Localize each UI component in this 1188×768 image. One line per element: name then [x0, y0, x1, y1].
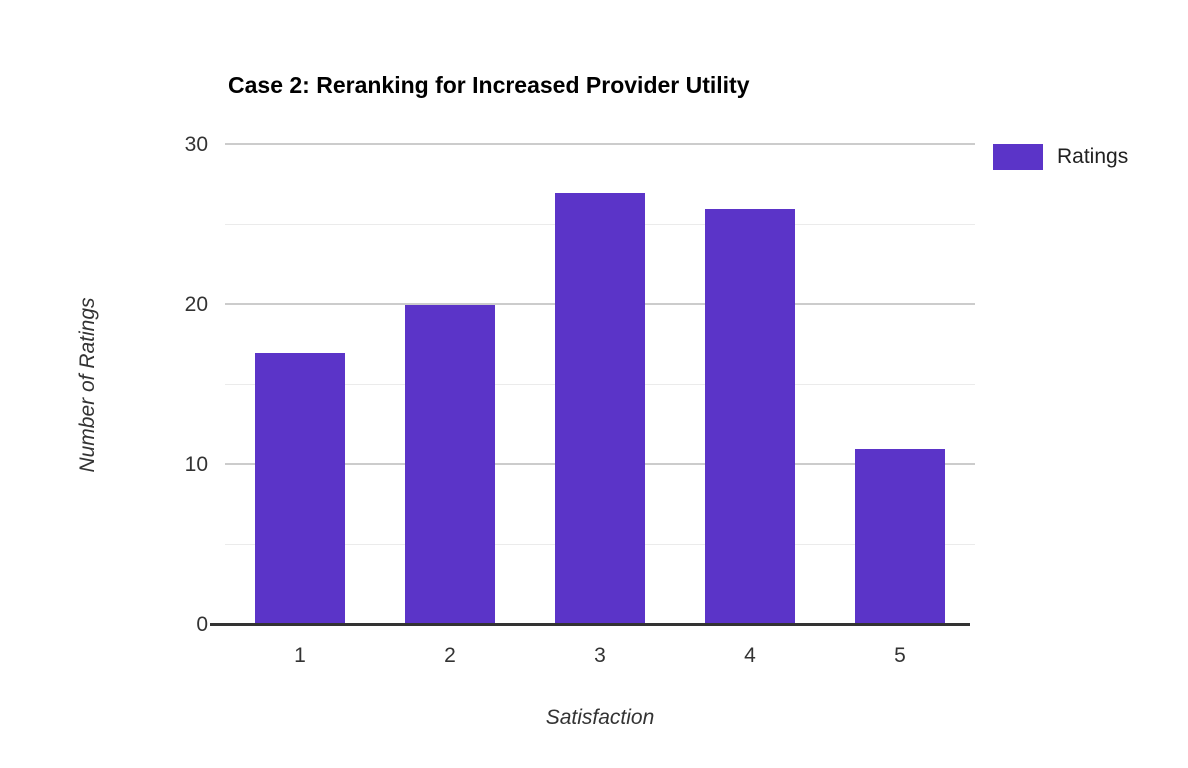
bar-satisfaction-5: [855, 449, 945, 625]
x-axis-title: Satisfaction: [545, 706, 655, 729]
bar-satisfaction-3: [555, 193, 645, 625]
y-axis-title: Number of Ratings: [76, 297, 99, 473]
plot-area: [225, 143, 975, 625]
x-tick-label-3: 3: [594, 644, 606, 667]
bar-satisfaction-2: [405, 305, 495, 625]
y-tick-label-10: 10: [184, 453, 208, 476]
legend-swatch-ratings: [993, 144, 1043, 170]
chart-title: Case 2: Reranking for Increased Provider…: [228, 72, 750, 98]
x-tick-label-2: 2: [444, 644, 456, 667]
x-tick-label-4: 4: [744, 644, 756, 667]
bar-satisfaction-1: [255, 353, 345, 625]
bar-satisfaction-4: [705, 209, 795, 625]
legend-label-ratings: Ratings: [1057, 145, 1129, 168]
y-tick-label-0: 0: [196, 613, 208, 636]
x-tick-label-5: 5: [894, 644, 906, 667]
y-tick-label-30: 30: [184, 133, 208, 156]
x-tick-label-1: 1: [294, 644, 306, 667]
major-gridline-30: [225, 143, 975, 145]
x-axis-line: [210, 623, 970, 626]
legend: Ratings: [993, 144, 1128, 170]
y-tick-label-20: 20: [184, 293, 208, 316]
